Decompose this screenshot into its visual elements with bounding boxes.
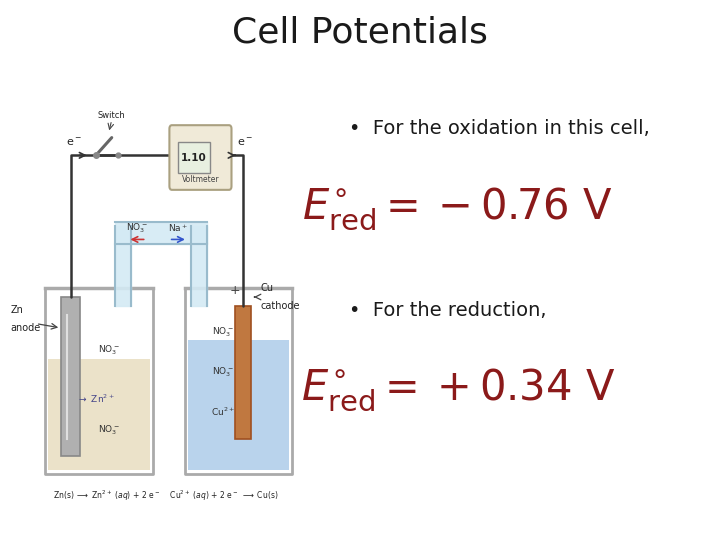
Text: anode: anode — [10, 323, 40, 333]
Text: $\mathit{E}^{\circ}_{\mathrm{red}}$$ = +0.34\ \mathrm{V}$: $\mathit{E}^{\circ}_{\mathrm{red}}$$ = +… — [301, 367, 615, 414]
Polygon shape — [48, 359, 150, 470]
Text: Cu$^{2+}$: Cu$^{2+}$ — [211, 406, 235, 418]
Text: NO$_3^-$: NO$_3^-$ — [212, 326, 233, 339]
Text: 1.10: 1.10 — [181, 152, 207, 163]
Text: Cu: Cu — [261, 283, 274, 293]
Polygon shape — [188, 340, 289, 470]
Text: cathode: cathode — [261, 301, 300, 311]
Text: Zn(s) $\longrightarrow$ Zn$^{2+}$ ($aq$) + 2 e$^-$    Cu$^{2+}$ ($aq$) + 2 e$^-$: Zn(s) $\longrightarrow$ Zn$^{2+}$ ($aq$)… — [53, 489, 279, 503]
Text: •  For the reduction,: • For the reduction, — [349, 301, 546, 320]
Text: Switch: Switch — [98, 111, 125, 120]
Text: e$^-$: e$^-$ — [237, 137, 253, 147]
Polygon shape — [115, 226, 131, 306]
Text: e$^-$: e$^-$ — [66, 137, 82, 147]
Text: +: + — [230, 284, 240, 297]
Text: $\mathit{E}^{\circ}_{\mathrm{red}}$$ = -0.76\ \mathrm{V}$: $\mathit{E}^{\circ}_{\mathrm{red}}$$ = -… — [302, 185, 613, 232]
Text: NO$_3^-$: NO$_3^-$ — [98, 343, 120, 357]
Polygon shape — [191, 226, 207, 306]
Text: •  For the oxidation in this cell,: • For the oxidation in this cell, — [349, 119, 650, 138]
Text: NO$_3^-$: NO$_3^-$ — [212, 366, 233, 379]
Text: Zn: Zn — [10, 305, 23, 315]
Text: NO$_3^-$: NO$_3^-$ — [126, 221, 148, 235]
Bar — [235, 306, 251, 438]
Text: Na$^+$: Na$^+$ — [168, 222, 189, 234]
Bar — [61, 297, 80, 456]
Text: NO$_3^-$: NO$_3^-$ — [98, 423, 120, 436]
Polygon shape — [115, 222, 207, 244]
FancyBboxPatch shape — [169, 125, 232, 190]
Bar — [179, 142, 210, 173]
Text: $\rightarrow$ Zn$^{2+}$: $\rightarrow$ Zn$^{2+}$ — [77, 393, 114, 405]
Text: Cell Potentials: Cell Potentials — [232, 16, 488, 49]
Text: Voltmeter: Voltmeter — [181, 175, 220, 184]
